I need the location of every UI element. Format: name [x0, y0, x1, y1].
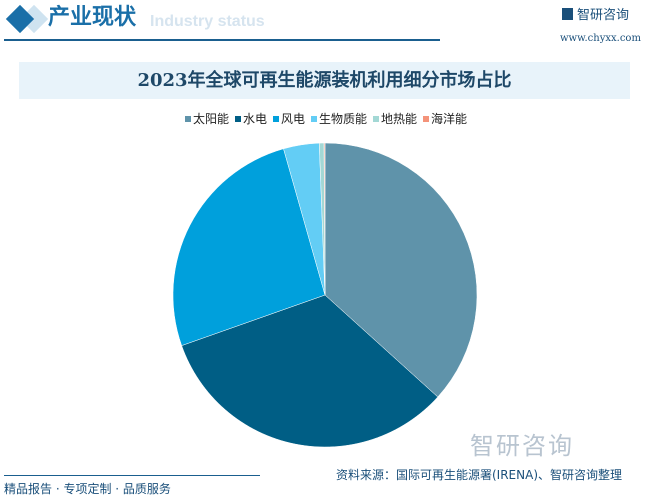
legend-swatch — [272, 116, 279, 122]
logo-text: 智研咨询 — [577, 8, 630, 23]
site-url: www.chyxx.com — [560, 33, 641, 44]
header-title: 产业现状 — [48, 5, 137, 30]
pie-slice-0 — [324, 142, 478, 398]
legend-label: 水电 — [242, 112, 267, 126]
legend-label: 生物质能 — [319, 112, 368, 126]
pie-slice-1 — [181, 294, 439, 448]
legend-item: 水电 — [234, 112, 267, 126]
legend-swatch — [311, 116, 317, 122]
legend-label: 风电 — [280, 112, 305, 126]
legend: 太阳能 水电 风电 生物质能 地热能 海洋能 — [0, 111, 652, 127]
legend-swatch — [423, 116, 430, 122]
legend-item: 太阳能 — [184, 112, 229, 126]
legend-swatch — [373, 116, 380, 122]
logo-icon — [562, 8, 573, 20]
chart-title-box: 2023年全球可再生能源装机利用细分市场占比 — [19, 62, 630, 99]
footer-tagline: 精品报告 · 专项定制 · 品质服务 — [4, 482, 171, 496]
header-divider — [4, 39, 440, 41]
pie-slice-2 — [172, 148, 326, 346]
logo: 智研咨询 — [562, 8, 629, 24]
chart-title: 2023年全球可再生能源装机利用细分市场占比 — [137, 70, 512, 91]
source-note: 资料来源：国际可再生能源署(IRENA)、智研咨询整理 — [336, 468, 623, 482]
legend-swatch — [234, 116, 241, 122]
legend-label: 太阳能 — [192, 112, 229, 126]
legend-item: 风电 — [272, 112, 305, 126]
legend-item: 地热能 — [373, 112, 417, 126]
legend-swatch — [184, 116, 191, 122]
legend-item: 海洋能 — [423, 112, 467, 126]
legend-label: 地热能 — [381, 112, 418, 126]
legend-label: 海洋能 — [431, 112, 468, 126]
pie-slice-5 — [323, 142, 326, 296]
header-subtitle: Industry status — [150, 13, 265, 30]
legend-item: 生物质能 — [311, 112, 367, 126]
footer-divider — [4, 475, 260, 476]
watermark: 智研咨询 — [470, 432, 574, 460]
